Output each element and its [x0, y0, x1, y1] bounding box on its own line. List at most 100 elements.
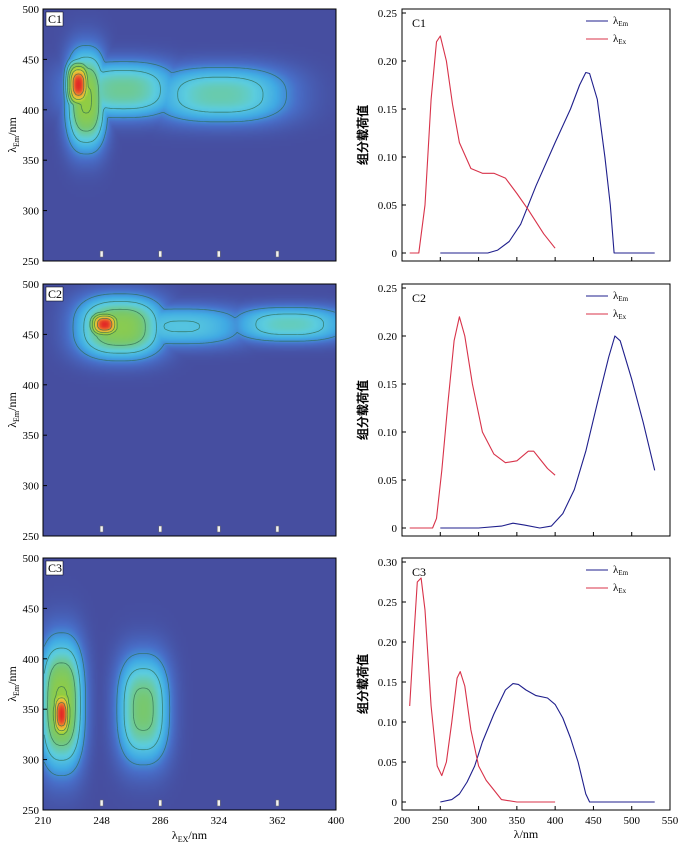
eem-panel-c2: 250 300 350 400 450 500 C2 λEm/nm — [5, 279, 337, 543]
contour-line — [72, 293, 335, 362]
legend-em-label: λEm — [613, 15, 629, 28]
x-tick-label: 210 — [35, 815, 52, 827]
y-tick-label: 0.25 — [378, 597, 398, 609]
contour-line — [47, 662, 154, 746]
x-tick-label: 350 — [509, 815, 526, 827]
x-tick-label: 400 — [328, 815, 345, 827]
panel-label: C3 — [412, 565, 426, 579]
y-tick-label: 400 — [23, 654, 40, 666]
panel-label-box — [45, 560, 64, 576]
y-axis-label: λEm/nm — [5, 117, 21, 153]
series-em-line — [440, 335, 656, 529]
series-em-line — [440, 683, 655, 803]
y-tick-label: 0.25 — [378, 283, 398, 295]
y-tick-label: 250 — [23, 805, 40, 817]
series-em-line — [440, 71, 655, 254]
panel-label: C2 — [48, 287, 62, 301]
y-tick-label: 0.10 — [378, 427, 398, 439]
loading-panel-c1: 0 0.05 0.10 0.15 0.20 0.25 C1 λEm λEx 组分载荷值 — [355, 8, 671, 262]
x-tick-mark — [99, 799, 104, 807]
x-tick-mark — [158, 525, 162, 533]
x-tick-label: 450 — [585, 815, 602, 827]
eem-frame — [42, 283, 337, 537]
eem-intensity-map — [43, 9, 336, 261]
y-tick-label: 500 — [23, 553, 40, 565]
legend-ex-label: λEx — [613, 33, 627, 46]
y-axis-label: λEm/nm — [5, 392, 21, 428]
eem-intensity-map — [43, 558, 336, 810]
contour-line — [56, 701, 67, 727]
panel-label-box — [45, 11, 64, 27]
x-tick-label: 250 — [432, 815, 449, 827]
loading-frame — [401, 283, 671, 537]
panel-label: C1 — [412, 16, 426, 30]
y-tick-label: 0.05 — [378, 757, 398, 769]
legend-ex-label: λEx — [613, 582, 627, 595]
contour-line — [54, 697, 69, 732]
x-tick-mark — [99, 250, 104, 258]
contour-line — [72, 73, 85, 96]
y-tick-label: 0.10 — [378, 717, 398, 729]
x-tick-label: 248 — [93, 815, 110, 827]
x-tick-mark — [158, 799, 162, 807]
contour-line — [65, 56, 264, 143]
y-tick-label: 450 — [23, 329, 40, 341]
series-ex-line — [409, 577, 556, 803]
loading-panel-c2: 0 0.05 0.10 0.15 0.20 0.25 C2 λEm λEx 组分载荷值 — [355, 283, 671, 537]
x-tick-label: 200 — [394, 815, 411, 827]
y-axis-label: λEm/nm — [5, 666, 21, 702]
y-tick-label: 450 — [23, 54, 40, 66]
y-tick-label: 0.05 — [378, 200, 398, 212]
x-tick-mark — [275, 525, 280, 533]
x-tick-label: 362 — [269, 815, 286, 827]
x-tick-mark — [158, 250, 162, 258]
x-tick-mark — [217, 250, 221, 258]
legend-em-label: λEm — [613, 564, 629, 577]
y-tick-label: 0.15 — [378, 379, 398, 391]
contour-line — [83, 301, 324, 354]
y-tick-label: 0.20 — [378, 56, 398, 68]
y-axis-label: 组分载荷值 — [355, 105, 370, 165]
loading-frame — [401, 557, 671, 811]
series-ex-line — [409, 35, 556, 254]
panel-label: C1 — [48, 12, 62, 26]
eem-intensity-map — [43, 284, 336, 536]
y-tick-label: 400 — [23, 105, 40, 117]
eem-panel-c3: 250 300 350 400 450 500 210 248 286 324 362 400 C3 λE… — [5, 553, 345, 844]
y-tick-label: 500 — [23, 4, 40, 16]
panel-label-box — [45, 286, 64, 302]
x-tick-mark — [217, 525, 221, 533]
y-tick-label: 300 — [23, 755, 40, 767]
y-tick-label: 0.30 — [378, 557, 398, 569]
contour-line — [63, 45, 287, 155]
contour-line — [94, 315, 116, 333]
x-tick-mark — [217, 799, 221, 807]
contour-line — [97, 318, 113, 331]
panel-label: C2 — [412, 291, 426, 305]
y-tick-label: 400 — [23, 380, 40, 392]
legend-ex-label: λEx — [613, 308, 627, 321]
contour-line — [70, 69, 87, 100]
x-tick-label: 324 — [211, 815, 228, 827]
contour-line — [52, 686, 71, 735]
contour-line — [89, 308, 146, 346]
x-tick-mark — [275, 250, 280, 258]
y-tick-label: 0.20 — [378, 637, 398, 649]
x-tick-label: 400 — [547, 815, 564, 827]
y-tick-label: 300 — [23, 206, 40, 218]
contour-line — [43, 632, 171, 776]
y-tick-label: 250 — [23, 256, 40, 268]
x-axis-label: λEX/nm — [172, 828, 208, 844]
legend-em-label: λEm — [613, 290, 629, 303]
x-tick-label: 550 — [662, 815, 679, 827]
y-tick-label: 350 — [23, 155, 40, 167]
x-tick-label: 500 — [623, 815, 640, 827]
y-tick-label: 0.15 — [378, 677, 398, 689]
contour-line — [67, 62, 100, 132]
y-tick-label: 300 — [23, 481, 40, 493]
eem-panel-c1: 250 300 350 400 450 500 C1 λEm/nm — [5, 4, 337, 268]
y-tick-label: 0.20 — [378, 331, 398, 343]
contour-line — [68, 65, 92, 114]
contour-line — [91, 313, 118, 336]
